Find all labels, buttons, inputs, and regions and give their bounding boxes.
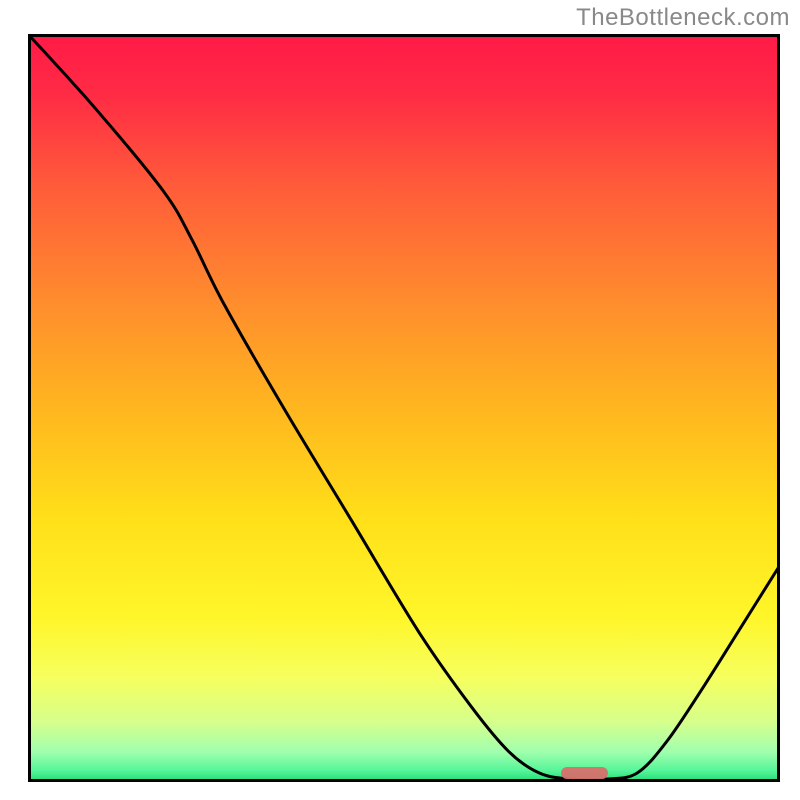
plot-area (28, 34, 780, 782)
optimal-marker (561, 767, 608, 780)
watermark-text: TheBottleneck.com (576, 4, 790, 32)
chart-container: TheBottleneck.com (0, 0, 800, 800)
heat-gradient (28, 34, 780, 782)
